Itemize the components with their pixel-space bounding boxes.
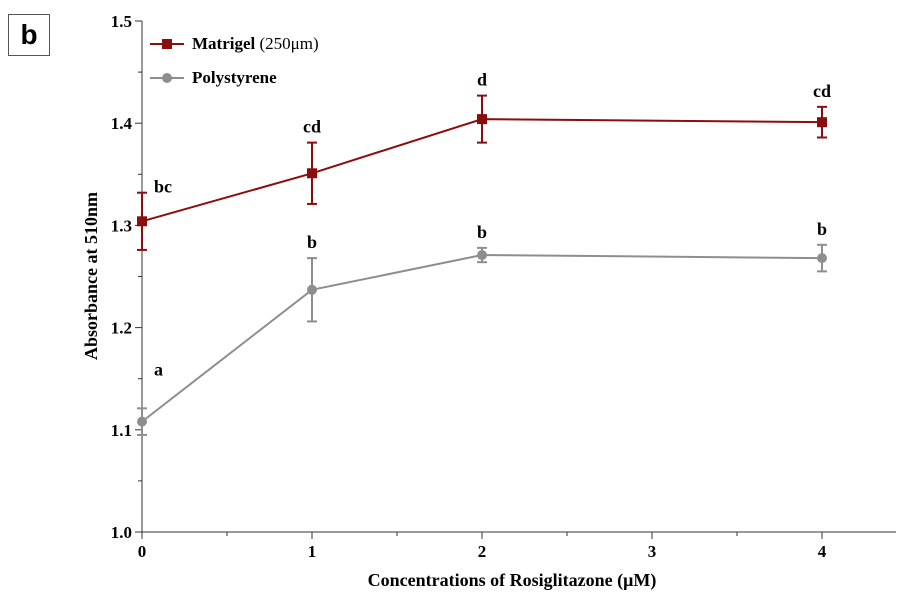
- y-tick-label: 1.0: [111, 523, 132, 542]
- legend-square-marker-icon: [150, 38, 184, 50]
- data-point-square: [307, 168, 317, 179]
- significance-label: bc: [154, 177, 172, 197]
- significance-label: b: [477, 222, 487, 242]
- legend-label-matrigel: Matrigel: [192, 34, 256, 53]
- legend-item-matrigel: Matrigel (250μm): [150, 34, 319, 54]
- data-point-circle: [307, 284, 317, 295]
- data-point-circle: [817, 253, 827, 264]
- significance-label: b: [307, 232, 317, 252]
- legend-label-polystyrene: Polystyrene: [192, 68, 277, 87]
- data-point-circle: [477, 250, 487, 261]
- x-axis-label: Concentrations of Rosiglitazone (μM): [368, 570, 657, 591]
- y-axis-label: Absorbance at 510nm: [81, 192, 101, 360]
- x-tick-label: 1: [308, 542, 317, 561]
- panel-label: b: [8, 14, 50, 56]
- significance-label: d: [477, 70, 487, 90]
- y-tick-label: 1.3: [111, 216, 132, 235]
- y-tick-label: 1.4: [111, 114, 133, 133]
- significance-label: a: [154, 360, 163, 380]
- data-point-circle: [137, 416, 147, 427]
- series-line-circle: [141, 254, 823, 423]
- legend-circle-marker-icon: [150, 72, 184, 84]
- x-tick-label: 4: [818, 542, 827, 561]
- x-tick-label: 0: [138, 542, 147, 561]
- data-point-square: [817, 117, 827, 128]
- significance-label: cd: [303, 117, 321, 137]
- y-tick-label: 1.2: [111, 319, 132, 338]
- significance-label: cd: [813, 81, 831, 101]
- data-point-square: [137, 216, 147, 227]
- legend-label-matrigel-suffix: (250μm): [259, 34, 319, 53]
- x-tick-label: 3: [648, 542, 657, 561]
- significance-label: b: [817, 219, 827, 239]
- legend-item-polystyrene: Polystyrene: [150, 68, 277, 88]
- y-tick-label: 1.5: [111, 12, 132, 31]
- x-tick-label: 2: [478, 542, 487, 561]
- y-tick-label: 1.1: [111, 421, 132, 440]
- series-line-square: [141, 118, 823, 223]
- data-point-square: [477, 114, 487, 125]
